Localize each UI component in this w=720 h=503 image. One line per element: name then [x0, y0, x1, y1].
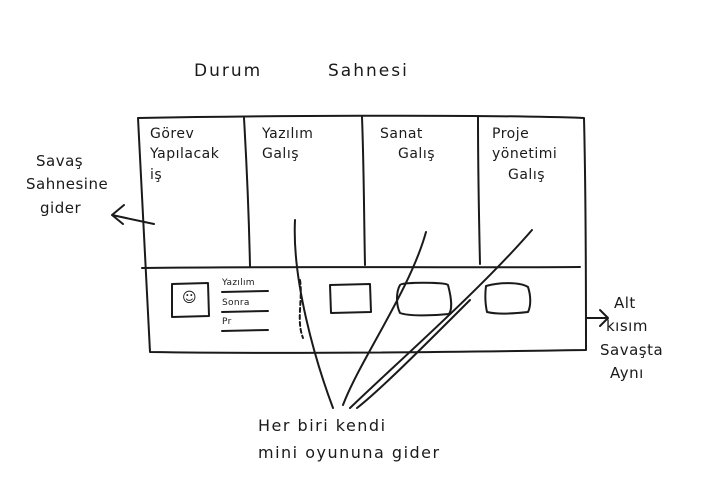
divider-2 — [361, 116, 366, 266]
column-1-line-3: iş — [150, 166, 163, 183]
column-3-line-2: Galış — [398, 146, 436, 163]
left-arrow — [111, 204, 155, 225]
column-4-line-2: yönetimi — [492, 146, 558, 163]
left-note-line-1: Savaş — [36, 152, 84, 170]
column-2-label: Yazılım Galış — [262, 124, 313, 165]
column-1-line-1: Görev — [150, 126, 195, 142]
connector-1 — [293, 219, 334, 409]
portrait-face-icon: ☺ — [182, 290, 198, 306]
column-4-line-1: Proje — [492, 126, 530, 142]
column-2-line-2: Galış — [262, 146, 300, 163]
slot-rounded-2 — [484, 282, 532, 315]
left-note-line-3: gider — [40, 198, 82, 217]
column-1-label: Görev Yapılacak iş — [150, 124, 219, 185]
right-note-line-2: kısım — [606, 317, 648, 336]
column-3-label: Sanat Galış — [380, 124, 435, 165]
right-note-line-4: Aynı — [610, 363, 644, 382]
title-word-2: Sahnesi — [328, 61, 409, 81]
info-line-3: Pr — [222, 317, 232, 327]
bottom-note: Her biri kendi mini oyununa gider — [258, 412, 441, 466]
column-4-label: Proje yönetimi Galış — [492, 124, 557, 185]
title-word-1: Durum — [194, 61, 263, 81]
info-line-1: Yazılım — [222, 278, 255, 288]
left-note: Savaş Sahnesine gider — [26, 150, 108, 220]
connector-3 — [349, 229, 533, 409]
info-line-2: Sonra — [222, 298, 250, 308]
portrait-frame-icon — [171, 282, 210, 318]
column-1-line-2: Yapılacak — [150, 146, 220, 163]
connector-4 — [356, 299, 471, 409]
right-note-line-1: Alt — [614, 294, 636, 312]
divider-1 — [243, 117, 251, 267]
slot-square — [329, 283, 372, 314]
bottom-dashed-divider — [298, 279, 304, 339]
column-3-line-1: Sanat — [380, 126, 423, 142]
slot-rounded-1 — [396, 281, 453, 317]
right-note-line-3: Savaşta — [600, 340, 664, 359]
right-note: Alt kısım Savaşta Aynı — [600, 292, 663, 385]
column-2-line-1: Yazılım — [262, 126, 314, 142]
bottom-note-line-1: Her biri kendi — [258, 416, 387, 435]
panel-split — [141, 266, 581, 269]
divider-3 — [477, 115, 481, 265]
bottom-info-text: Yazılım Sonra Pr — [222, 276, 255, 329]
connector-2 — [342, 231, 427, 406]
main-frame — [137, 114, 587, 354]
left-note-line-2: Sahnesine — [26, 175, 109, 194]
right-arrow — [585, 309, 609, 327]
bottom-note-line-2: mini oyununa gider — [258, 443, 441, 463]
column-4-line-3: Galış — [508, 166, 546, 183]
